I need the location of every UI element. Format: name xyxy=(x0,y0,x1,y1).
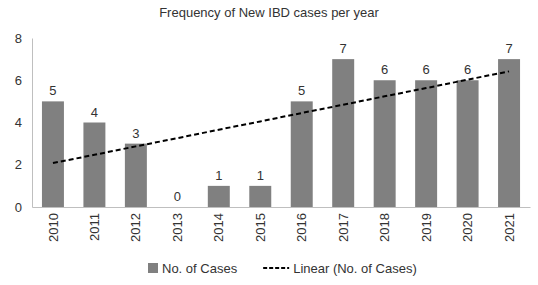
x-tick: 2019 xyxy=(419,207,434,242)
x-axis: 2010 2011 2012 2013 2014 2015 2016 2017 2018 2019… xyxy=(33,207,531,242)
data-label: 6 xyxy=(423,62,430,77)
data-label: 3 xyxy=(132,126,139,141)
data-label: 1 xyxy=(257,168,264,183)
legend-item: Linear (No. of Cases) xyxy=(263,261,417,276)
x-tick-label: 2015 xyxy=(253,213,268,242)
bar xyxy=(166,207,188,208)
legend-swatch xyxy=(148,263,158,273)
data-label: 7 xyxy=(340,41,347,56)
x-tick: 2011 xyxy=(87,207,102,241)
y-axis-line xyxy=(32,39,33,208)
x-tick: 2012 xyxy=(128,207,143,242)
x-tick-label: 2016 xyxy=(294,213,309,242)
y-axis: 0 2 4 6 8 xyxy=(15,31,33,215)
x-tick-label: 2011 xyxy=(87,213,102,241)
bar xyxy=(457,80,479,207)
data-label: 5 xyxy=(298,83,305,98)
legend: No. of Cases Linear (No. of Cases) xyxy=(148,261,417,276)
y-tick: 0 xyxy=(15,200,32,215)
x-tick-label: 2021 xyxy=(502,213,517,242)
y-tick-label: 4 xyxy=(15,115,22,130)
trend-line xyxy=(53,71,509,163)
data-label: 4 xyxy=(91,105,98,120)
x-tick-label: 2020 xyxy=(460,213,475,242)
y-tick: 2 xyxy=(15,157,32,172)
x-tick: 2020 xyxy=(460,207,475,242)
y-tick-label: 6 xyxy=(15,73,22,88)
x-tick-label: 2018 xyxy=(377,213,392,242)
marks xyxy=(42,59,520,207)
x-tick: 2018 xyxy=(377,207,392,242)
chart: Frequency of New IBD cases per year 0 2 4 6 8… xyxy=(0,0,538,285)
x-tick: 2016 xyxy=(294,207,309,242)
data-label: 0 xyxy=(174,189,181,204)
bar xyxy=(208,186,230,207)
y-tick: 4 xyxy=(15,115,32,130)
bar xyxy=(42,101,64,207)
bar xyxy=(291,101,313,207)
data-label: 7 xyxy=(505,41,512,56)
legend-swatch xyxy=(263,267,289,269)
plot: 0246820102011201220132014201520162017201… xyxy=(15,31,531,242)
bar xyxy=(332,59,354,207)
x-tick: 2015 xyxy=(253,207,268,242)
x-tick-label: 2013 xyxy=(170,213,185,242)
legend-label: Linear (No. of Cases) xyxy=(293,261,417,276)
x-axis-line xyxy=(33,207,531,208)
bar xyxy=(249,186,271,207)
bar xyxy=(83,123,105,208)
data-label: 6 xyxy=(381,62,388,77)
bar xyxy=(498,59,520,207)
legend-label: No. of Cases xyxy=(162,261,238,276)
y-tick: 6 xyxy=(15,73,32,88)
x-tick: 2021 xyxy=(502,207,517,242)
x-tick-label: 2014 xyxy=(211,213,226,242)
x-tick-label: 2012 xyxy=(128,213,143,242)
y-tick-label: 2 xyxy=(15,157,22,172)
data-label: 6 xyxy=(464,62,471,77)
y-tick-label: 0 xyxy=(15,200,22,215)
data-label: 5 xyxy=(49,83,56,98)
data-label: 1 xyxy=(215,168,222,183)
data-labels: 5 4 3 0 1 1 5 7 6 6 6 7 xyxy=(49,41,512,204)
bar xyxy=(125,144,147,207)
x-tick: 2010 xyxy=(45,207,60,242)
x-tick-label: 2017 xyxy=(336,213,351,242)
legend-item: No. of Cases xyxy=(148,261,238,276)
x-tick: 2013 xyxy=(170,207,185,242)
x-tick-label: 2010 xyxy=(45,213,60,242)
bar xyxy=(415,80,437,207)
x-tick: 2017 xyxy=(336,207,351,242)
x-tick: 2014 xyxy=(211,207,226,242)
y-tick: 8 xyxy=(15,31,32,46)
title: Frequency of New IBD cases per year xyxy=(159,5,379,20)
y-tick-label: 8 xyxy=(15,31,22,46)
x-tick-label: 2019 xyxy=(419,213,434,242)
bar xyxy=(374,80,396,207)
